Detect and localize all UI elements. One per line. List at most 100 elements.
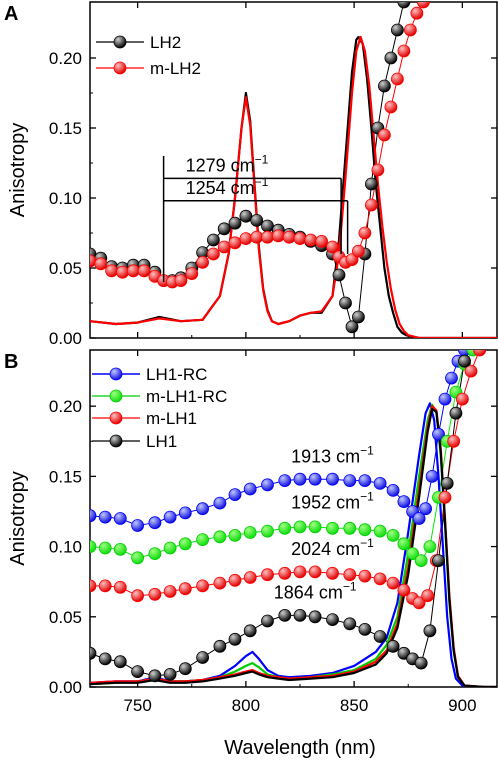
data-point-LH2 [239, 209, 253, 223]
y-tick-label: 0.10 [49, 189, 82, 208]
data-point-LH1-RC [386, 483, 400, 497]
data-point-LH1-RC [326, 472, 339, 486]
legend-label: m-LH1-RC [146, 387, 227, 406]
data-point-LH1-RC [113, 512, 127, 525]
data-point-LH1 [278, 609, 292, 622]
data-point-m-LH1 [326, 566, 339, 580]
legend-marker [109, 367, 123, 381]
data-point-m-LH2 [206, 247, 220, 261]
data-point-LH1 [178, 662, 192, 676]
data-point-m-LH1 [373, 572, 387, 586]
data-point-m-LH2 [351, 244, 365, 258]
data-point-LH1-RC [343, 474, 357, 488]
data-point-m-LH1-RC [261, 524, 274, 538]
data-point-m-LH1-RC [358, 523, 372, 537]
data-point-m-LH1-RC [406, 547, 420, 560]
data-point-LH1-RC [308, 472, 322, 486]
data-point-m-LH1 [278, 566, 292, 580]
data-point-LH1-RC [373, 476, 387, 490]
data-point-m-LH2 [126, 264, 140, 278]
data-point-m-LH2 [293, 232, 307, 246]
data-point-m-LH1 [293, 565, 307, 579]
y-tick-label: 0.20 [49, 49, 82, 68]
data-point-LH1-RC [148, 516, 162, 530]
data-point-m-LH1-RC [326, 521, 339, 535]
data-point-LH1 [293, 609, 307, 622]
data-point-m-LH1-RC [131, 551, 145, 565]
plot-area [90, 2, 497, 338]
y-tick-label: 0.20 [49, 397, 82, 416]
data-point-m-LH2 [304, 233, 318, 247]
y-tick-label: 0.00 [49, 329, 82, 348]
data-point-m-LH1-RC [373, 524, 387, 538]
data-point-m-LH1 [386, 576, 400, 590]
data-point-LH1 [432, 554, 445, 567]
data-point-LH1-RC [397, 495, 411, 509]
y-axis-label: Anisotropy [7, 123, 29, 218]
data-point-m-LH2 [90, 254, 97, 268]
data-point-m-LH1 [113, 580, 127, 594]
data-point-LH2 [261, 219, 274, 233]
data-point-m-LH1 [131, 589, 145, 603]
data-point-m-LH2 [239, 232, 253, 246]
annotation-label: 1254 cm−1 [186, 175, 269, 198]
legend: LH2 m-LH2 [96, 33, 201, 78]
data-point-m-LH1-RC [243, 526, 257, 539]
legend-marker [109, 389, 123, 403]
data-point-LH1 [373, 630, 387, 643]
data-point-m-LH1 [163, 585, 177, 598]
data-point-LH1-RC [278, 474, 292, 488]
panel-A: A 0.00 0.05 0.10 0.15 0.20 Anisotropy 1279 cm−1… [4, 1, 498, 348]
x-tick-label: 800 [232, 696, 260, 715]
annotation-label: 1279 cm−1 [186, 152, 269, 175]
data-point-LH1-RC [425, 469, 439, 483]
data-point-m-LH1 [228, 573, 242, 587]
data-point-m-LH2 [315, 234, 329, 248]
data-point-LH1-RC [131, 519, 145, 532]
data-point-m-LH1-RC [213, 530, 227, 544]
y-tick-label: 0.15 [49, 467, 82, 486]
wavenumber-annotation: 1279 cm−1 [162, 152, 342, 282]
data-point-LH1-RC [438, 392, 452, 406]
data-point-LH1 [308, 610, 322, 624]
legend-marker [113, 61, 127, 75]
data-point-LH1-RC [243, 482, 257, 496]
data-point-LH1 [131, 665, 145, 678]
x-tick-label: 900 [448, 696, 476, 715]
series-connector-LH1 [90, 361, 465, 677]
data-point-LH1 [449, 406, 463, 420]
legend-marker [109, 411, 123, 425]
data-point-LH2 [345, 320, 359, 334]
data-point-LH1-RC [213, 496, 227, 510]
data-point-LH1-RC [98, 510, 112, 524]
data-point-m-LH2 [196, 255, 210, 269]
data-point-LH1 [423, 624, 437, 638]
data-point-m-LH2 [403, 23, 417, 37]
legend-label: LH2 [150, 33, 181, 52]
data-point-m-LH1-RC [293, 520, 307, 534]
legend-marker [113, 35, 127, 49]
data-point-m-LH1-RC [423, 540, 437, 553]
data-point-LH1-RC [445, 371, 458, 385]
data-point-LH1 [213, 639, 227, 653]
data-point-LH1 [163, 668, 177, 681]
data-point-LH1 [440, 476, 454, 490]
wavenumber-annotation: 1254 cm−1 [163, 175, 349, 254]
data-point-m-LH1-RC [386, 529, 400, 542]
panel-B: B 0.00 0.05 0.10 0.15 0.20 Anisotropy 750 800 850… [4, 349, 498, 715]
data-point-LH1-RC [163, 510, 177, 524]
legend: LH1-RC m-LH1-RC m-LH1 LH1 [92, 365, 227, 451]
data-point-LH1 [148, 669, 162, 683]
data-point-m-LH1 [213, 576, 227, 590]
data-point-m-LH2 [282, 230, 296, 244]
data-point-LH1-RC [358, 474, 372, 488]
annotation-label: 1913 cm−1 [291, 443, 374, 466]
y-tick-label: 0.05 [49, 259, 82, 278]
data-point-LH1 [326, 613, 339, 626]
data-point-m-LH2 [116, 265, 129, 279]
data-point-LH1 [196, 651, 210, 664]
data-point-m-LH2 [377, 128, 391, 142]
data-point-m-LH1 [464, 364, 478, 378]
data-point-LH1-RC [419, 502, 433, 516]
